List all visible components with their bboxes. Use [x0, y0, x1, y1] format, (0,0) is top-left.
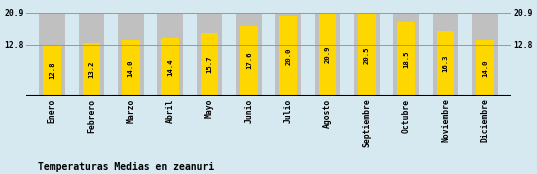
Bar: [201, 33, 219, 96]
Text: 12.8: 12.8: [49, 61, 55, 79]
Bar: [476, 40, 494, 96]
Bar: [354, 13, 380, 96]
Bar: [397, 22, 415, 96]
Text: Temperaturas Medias en zeanuri: Temperaturas Medias en zeanuri: [38, 162, 214, 172]
Text: 17.6: 17.6: [246, 52, 252, 69]
Text: 15.7: 15.7: [206, 56, 213, 73]
Text: 14.0: 14.0: [128, 59, 134, 77]
Bar: [279, 16, 297, 96]
Text: 20.5: 20.5: [364, 46, 370, 64]
Bar: [118, 13, 143, 96]
Bar: [236, 13, 262, 96]
Bar: [437, 31, 454, 96]
Bar: [157, 13, 183, 96]
Text: 16.3: 16.3: [442, 54, 448, 72]
Bar: [43, 45, 61, 96]
Text: 20.9: 20.9: [324, 45, 331, 63]
Bar: [318, 13, 336, 96]
Bar: [240, 26, 258, 96]
Bar: [472, 13, 498, 96]
Bar: [197, 13, 222, 96]
Bar: [433, 13, 459, 96]
Text: 14.4: 14.4: [167, 58, 173, 76]
Bar: [358, 14, 376, 96]
Text: 14.0: 14.0: [482, 59, 488, 77]
Bar: [122, 40, 140, 96]
Bar: [275, 13, 301, 96]
Bar: [161, 38, 179, 96]
Bar: [39, 13, 65, 96]
Bar: [83, 43, 100, 96]
Text: 13.2: 13.2: [89, 61, 95, 78]
Text: 20.0: 20.0: [285, 47, 291, 65]
Text: 18.5: 18.5: [403, 50, 409, 68]
Bar: [78, 13, 104, 96]
Bar: [315, 13, 340, 96]
Bar: [394, 13, 419, 96]
